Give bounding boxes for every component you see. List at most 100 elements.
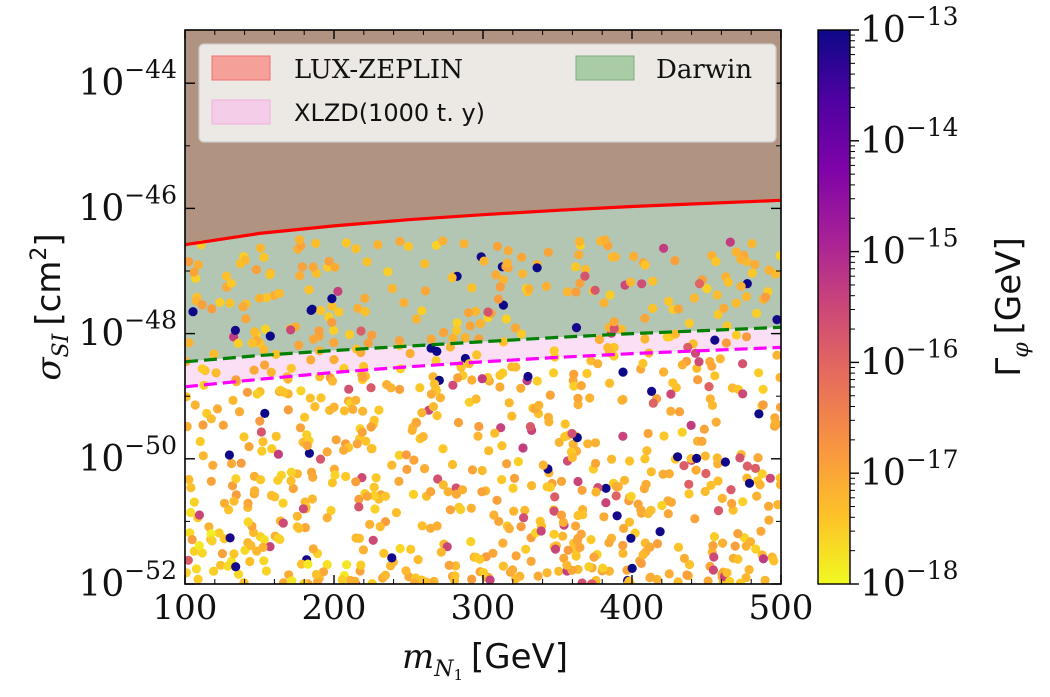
scan-point	[753, 453, 763, 463]
x-label-subsub: 1	[453, 666, 463, 684]
scan-point	[709, 532, 720, 542]
y-label-unit-post: ]	[29, 233, 69, 246]
scan-point	[352, 439, 362, 449]
scan-point	[498, 275, 508, 285]
scan-point	[708, 541, 718, 551]
scan-point	[760, 575, 770, 584]
scan-point	[278, 498, 288, 508]
scan-point	[715, 354, 725, 364]
x-tick-label: 400	[600, 588, 665, 628]
scan-point	[533, 571, 543, 581]
scan-point	[333, 286, 343, 296]
scan-point	[212, 404, 223, 414]
scan-point	[286, 325, 296, 335]
scan-point	[495, 282, 505, 292]
scan-point	[619, 475, 630, 485]
scan-point	[295, 271, 305, 281]
scan-point	[302, 441, 312, 451]
scan-point	[483, 307, 493, 317]
scan-point	[532, 376, 542, 386]
scan-point	[599, 298, 609, 308]
scan-point	[466, 503, 476, 513]
scan-point	[524, 284, 534, 294]
scan-point	[185, 257, 194, 267]
scan-point	[327, 376, 338, 386]
scan-point	[604, 538, 614, 548]
scan-point	[363, 338, 373, 348]
scan-point	[426, 334, 436, 344]
scan-point	[518, 443, 528, 453]
scan-point	[694, 357, 704, 367]
scan-point	[304, 448, 314, 458]
scan-point	[618, 431, 628, 441]
scan-point	[295, 423, 306, 433]
scan-point	[511, 574, 521, 584]
scan-point	[474, 421, 484, 432]
scan-point	[229, 549, 239, 559]
cbar-tick-label: 10−14	[860, 113, 959, 162]
scan-point	[741, 573, 751, 583]
scan-point	[765, 473, 775, 483]
scan-point	[234, 407, 245, 417]
scan-point	[498, 368, 508, 378]
scan-point	[545, 390, 555, 400]
x-label-sub: N	[433, 657, 454, 682]
scan-point	[452, 325, 462, 336]
scan-point	[198, 451, 208, 461]
scan-point	[341, 238, 351, 248]
scan-point	[339, 445, 349, 455]
scan-point	[502, 258, 512, 268]
scan-point	[255, 243, 266, 253]
scan-point	[243, 498, 253, 508]
scan-point	[304, 285, 314, 295]
scan-point	[689, 293, 699, 303]
scan-point	[769, 556, 779, 566]
scan-point	[538, 460, 548, 470]
scan-point	[508, 483, 518, 493]
scan-point	[509, 473, 520, 483]
scan-point	[413, 555, 423, 565]
scan-point	[750, 259, 760, 270]
scan-point	[563, 545, 573, 555]
scan-point	[618, 367, 628, 377]
scan-point	[532, 263, 542, 273]
scan-point	[271, 431, 281, 441]
scan-point	[692, 453, 702, 463]
scan-point	[418, 432, 428, 442]
scan-point	[327, 478, 337, 488]
scan-point	[265, 270, 275, 280]
scan-point	[693, 375, 703, 385]
scan-point	[316, 305, 326, 316]
scan-point	[450, 571, 460, 581]
scan-point	[199, 380, 209, 390]
scan-point	[640, 260, 650, 270]
scan-point	[707, 400, 718, 410]
scan-point	[266, 367, 276, 377]
scan-point	[294, 235, 305, 245]
svg-text:mN1[GeV]: mN1 [GeV]	[402, 637, 568, 684]
scan-point	[411, 418, 422, 428]
scan-point	[541, 281, 552, 291]
scan-point	[764, 515, 774, 525]
scan-point	[682, 570, 692, 580]
scan-point	[322, 513, 332, 523]
scan-point	[251, 265, 261, 275]
scan-point	[722, 568, 732, 578]
colorbar-ticks: 10−18 10−17 10−16 10−15 10−14 10−13	[850, 2, 959, 605]
scan-point	[428, 402, 438, 412]
scan-point	[629, 251, 639, 261]
scan-point	[351, 395, 361, 405]
cbar-tick-label: 10−16	[860, 334, 959, 383]
scan-point	[221, 271, 231, 281]
scan-point	[337, 575, 347, 584]
scan-point	[387, 460, 397, 470]
scan-point	[403, 241, 413, 251]
scan-point	[185, 474, 194, 485]
scan-point	[260, 324, 270, 334]
scan-point	[314, 326, 324, 336]
scan-point	[351, 244, 361, 254]
scan-point	[758, 400, 768, 410]
scan-point	[645, 542, 655, 552]
scan-point	[394, 476, 404, 486]
scan-point	[519, 513, 529, 523]
